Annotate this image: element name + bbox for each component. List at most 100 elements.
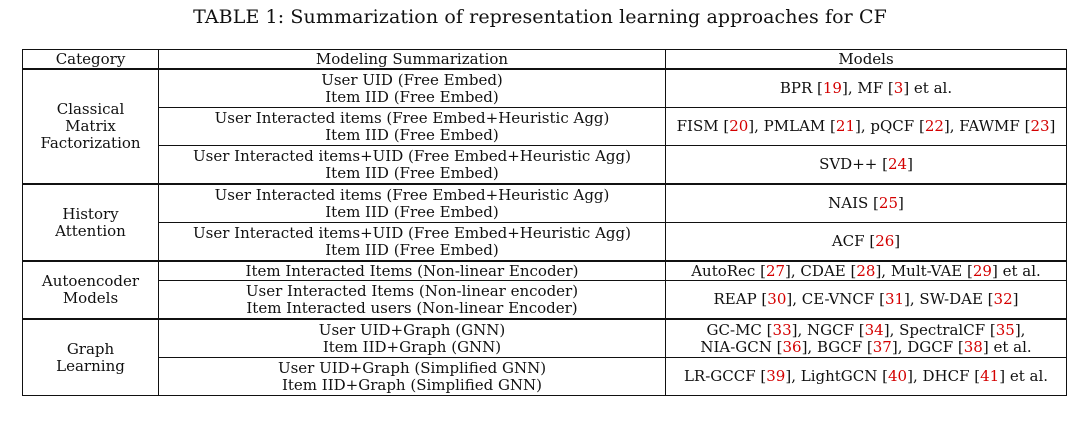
citation-link[interactable]: 20: [729, 117, 749, 135]
citation-link[interactable]: 39: [766, 367, 786, 385]
modeling-cell: User Interacted items+UID (Free Embed+He…: [158, 145, 666, 185]
citation-link[interactable]: 26: [875, 232, 895, 250]
model-names: ], LightGCN [: [785, 367, 889, 385]
modeling-line: User Interacted Items (Non-linear encode…: [245, 281, 579, 300]
category-line: Matrix: [65, 117, 116, 135]
modeling-line: User Interacted items (Free Embed+Heuris…: [214, 108, 610, 127]
model-names: ], CDAE [: [785, 261, 857, 280]
table-row: Classical Matrix Factorization User UID (Fr…: [22, 68, 1067, 185]
model-names: ], PMLAM [: [748, 117, 836, 135]
table-row: User Interacted Items (Non-linear encode…: [23, 280, 1067, 320]
header-row: Category Modeling Summarization Models: [22, 49, 1067, 70]
models-line: GC-MC [33], NGCF [34], SpectralCF [35],: [670, 320, 1062, 339]
model-names: ], FAWMF [: [943, 117, 1031, 135]
models-line: REAP [30], CE-VNCF [31], SW-DAE [32]: [670, 291, 1062, 308]
citation-link[interactable]: 30: [767, 290, 787, 308]
modeling-line: User Interacted items+UID (Free Embed+He…: [193, 146, 631, 165]
citation-link[interactable]: 28: [856, 261, 876, 280]
table-row: History Attention User Interacted items (F…: [22, 183, 1067, 262]
citation-link[interactable]: 19: [822, 79, 842, 97]
models-line: ACF [26]: [670, 233, 1062, 250]
category-line: Models: [62, 289, 119, 307]
modeling-line: Item Interacted users (Non-linear Encode…: [246, 298, 578, 317]
category-line: Autoencoder: [41, 272, 140, 290]
model-names: ] et al.: [999, 367, 1049, 385]
models-line: NIA-GCN [36], BGCF [37], DGCF [38] et al…: [670, 337, 1062, 356]
models-cell: NAIS [25]: [665, 183, 1067, 223]
modeling-line: Item IID (Free Embed): [325, 163, 499, 182]
model-names: SVD++ [: [819, 155, 888, 173]
model-names: ],: [1014, 320, 1026, 339]
table-caption: TABLE 1: Summarization of representation…: [193, 6, 887, 28]
model-names: NIA-GCN [: [700, 337, 783, 356]
model-names: ], SW-DAE [: [904, 290, 994, 308]
modeling-line: User UID+Graph (GNN): [318, 320, 506, 339]
modeling-cell: User Interacted items (Free Embed+Heuris…: [158, 107, 666, 146]
citation-link[interactable]: 29: [972, 261, 992, 280]
header-modeling: Modeling Summarization: [158, 49, 666, 70]
models-cell: REAP [30], CE-VNCF [31], SW-DAE [32]: [665, 280, 1067, 320]
model-names: BPR [: [779, 79, 823, 97]
citation-link[interactable]: 22: [924, 117, 944, 135]
model-names: AutoRec [: [691, 261, 766, 280]
citation-link[interactable]: 34: [864, 320, 884, 339]
citation-link[interactable]: 37: [872, 337, 892, 356]
model-names: ]: [898, 194, 904, 212]
modeling-line: Item IID (Free Embed): [325, 202, 499, 221]
models-cell: BPR [19], MF [3] et al.: [665, 68, 1067, 108]
citation-link[interactable]: 31: [884, 290, 905, 308]
citation-link[interactable]: 27: [765, 261, 786, 280]
modeling-line: Item IID (Free Embed): [325, 240, 499, 259]
modeling-line: User Interacted items+UID (Free Embed+He…: [193, 223, 631, 242]
model-names: REAP [: [713, 290, 768, 308]
citation-link[interactable]: 38: [963, 337, 983, 356]
citation-link[interactable]: 23: [1030, 117, 1050, 135]
models-cell: LR-GCCF [39], LightGCN [40], DHCF [41] e…: [665, 357, 1067, 396]
header-models: Models: [665, 49, 1067, 70]
category-cell: History Attention: [22, 183, 159, 262]
citation-link[interactable]: 33: [772, 320, 792, 339]
table-body: Classical Matrix Factorization User UID (Fr…: [22, 68, 1067, 396]
table-row: User UID+Graph (Simplified GNN) Item IID+…: [23, 357, 1067, 396]
modeling-line: User UID+Graph (Simplified GNN): [277, 358, 547, 377]
modeling-line: Item IID+Graph (Simplified GNN): [281, 375, 543, 394]
citation-link[interactable]: 3: [893, 79, 904, 97]
citation-link[interactable]: 32: [993, 290, 1013, 308]
models-line: FISM [20], PMLAM [21], pQCF [22], FAWMF …: [670, 118, 1062, 135]
modeling-cell: User Interacted items+UID (Free Embed+He…: [158, 222, 666, 262]
model-names: ], NGCF [: [791, 320, 865, 339]
modeling-line: Item IID (Free Embed): [325, 125, 499, 144]
category-cell: Classical Matrix Factorization: [22, 68, 159, 185]
model-names: ]: [1012, 290, 1019, 308]
model-names: ], DGCF [: [891, 337, 964, 356]
cf-approaches-table: Category Modeling Summarization Models C…: [22, 49, 1067, 396]
category-line: History: [62, 204, 119, 223]
model-names: ACF [: [831, 232, 876, 250]
modeling-cell: User Interacted Items (Non-linear encode…: [158, 280, 666, 320]
citation-link[interactable]: 40: [888, 367, 908, 385]
model-names: ], CE-VNCF [: [786, 290, 885, 308]
modeling-line: User Interacted items (Free Embed+Heuris…: [214, 185, 610, 204]
category-line: Graph: [66, 339, 115, 358]
category-line: Learning: [56, 356, 125, 375]
model-names: ], BGCF [: [801, 337, 873, 356]
citation-link[interactable]: 25: [878, 194, 898, 212]
model-names: ]: [894, 232, 901, 250]
models-cell: SVD++ [24]: [665, 145, 1067, 185]
table-row: User Interacted items+UID (Free Embed+He…: [23, 222, 1067, 262]
category-line: Classical: [56, 100, 125, 118]
modeling-cell: Item Interacted Items (Non-linear Encode…: [158, 260, 666, 281]
table-row: User Interacted items (Free Embed+Heuris…: [23, 107, 1067, 146]
category-cell: Graph Learning: [22, 318, 159, 396]
category-line: Factorization: [40, 134, 141, 152]
models-cell: AutoRec [27], CDAE [28], Mult-VAE [29] e…: [665, 260, 1067, 281]
citation-link[interactable]: 36: [782, 337, 802, 356]
citation-link[interactable]: 24: [887, 155, 908, 173]
citation-link[interactable]: 21: [835, 117, 856, 135]
models-cell: GC-MC [33], NGCF [34], SpectralCF [35], N…: [665, 318, 1067, 358]
modeling-cell: User UID (Free Embed) Item IID (Free Embe…: [158, 68, 666, 108]
model-names: LR-GCCF [: [683, 367, 767, 385]
table-row: User Interacted items+UID (Free Embed+He…: [23, 145, 1067, 185]
citation-link[interactable]: 41: [980, 367, 1000, 385]
citation-link[interactable]: 35: [995, 320, 1015, 339]
